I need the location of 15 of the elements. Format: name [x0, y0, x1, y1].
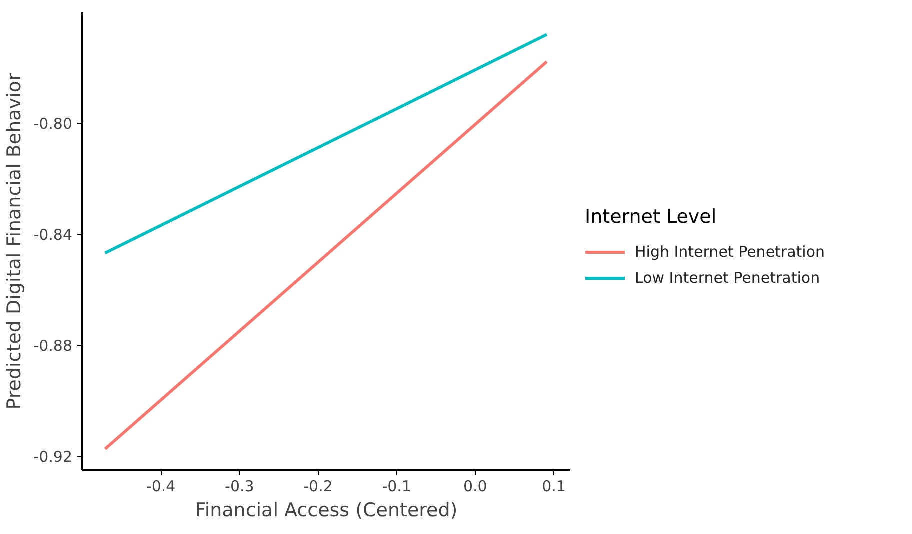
- y-tick-label: -0.80: [34, 115, 72, 134]
- x-tick-label: -0.1: [382, 478, 412, 496]
- x-axis-title: Financial Access (Centered): [195, 500, 458, 522]
- x-tick-label: 0.0: [463, 478, 488, 496]
- x-tick-label: -0.3: [225, 478, 254, 496]
- y-tick-label: -0.88: [34, 337, 72, 356]
- legend-title: Internet Level: [585, 206, 718, 228]
- legend-label: Low Internet Penetration: [635, 268, 820, 286]
- y-tick-label: -0.84: [34, 226, 72, 244]
- y-axis-title: Predicted Digital Financial Behavior: [4, 73, 26, 410]
- x-tick-label: 0.1: [542, 478, 566, 496]
- y-tick-label: -0.92: [34, 448, 72, 466]
- x-tick-label: -0.2: [304, 478, 333, 496]
- x-tick-label: -0.4: [146, 478, 176, 496]
- legend-label: High Internet Penetration: [635, 242, 826, 260]
